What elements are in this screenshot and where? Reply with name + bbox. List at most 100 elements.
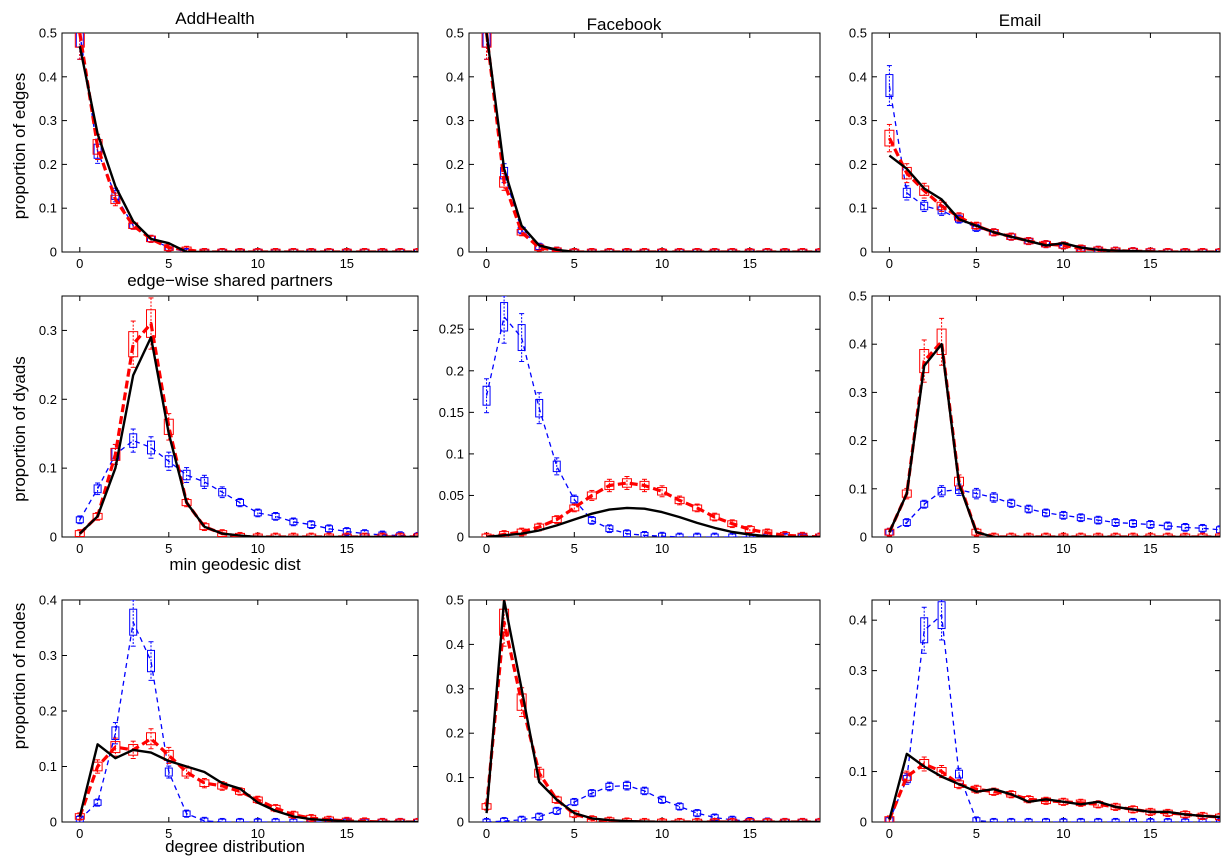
panel-3-2-model-blue-boxplot xyxy=(587,789,596,798)
panel-1-1-ytick-label: 0.3 xyxy=(39,113,57,128)
column-title-addhealth: AddHealth xyxy=(175,9,254,28)
panel-3-3-model-blue-boxplot xyxy=(1111,817,1120,822)
panel-3-3-model-blue-boxplot xyxy=(1024,817,1033,822)
panel-2-3-ytick-label: 0.2 xyxy=(849,433,867,448)
panel-2-1-xtick-label: 5 xyxy=(165,541,172,556)
panel-1-1-xtick-label: 0 xyxy=(76,256,83,271)
panel-2-2-model-red-boxplot xyxy=(692,503,703,513)
xlabel-row-2: min geodesic dist xyxy=(169,555,301,574)
panel-2-2-model-blue-boxplot xyxy=(710,532,719,537)
panel-3-1-model-blue-boxplot xyxy=(218,817,227,822)
panel-2-3-model-blue-boxplot xyxy=(1094,515,1103,525)
panel-2-2-model-blue-boxplot xyxy=(535,392,544,425)
panel-1-2-xtick-label: 10 xyxy=(655,256,669,271)
panel-3-3-ytick-label: 0.1 xyxy=(849,764,867,779)
panel-2-2-model-blue-boxplot xyxy=(658,531,667,537)
panel-3-2-model-blue-boxplot xyxy=(675,802,684,811)
panel-3-2-plot-area xyxy=(481,600,820,822)
panel-1-1: 0 5 10 15 0 0.1 0.2 0.3 0.4 0.5 xyxy=(39,26,419,271)
panel-3-1-model-blue-boxplot xyxy=(93,798,102,807)
panel-2-3-model-blue-boxplot xyxy=(989,492,998,503)
panel-2-3-model-blue-boxplot xyxy=(1129,519,1137,528)
panel-2-3-ytick-label: 0 xyxy=(860,530,867,545)
panel-2-3-series-observed xyxy=(888,343,1220,537)
panel-3-2-xtick-label: 15 xyxy=(743,826,757,841)
panel-2-2-ytick-label: 0.15 xyxy=(439,405,464,420)
panel-3-3-series-model-blue xyxy=(888,614,1220,822)
panel-3-3-model-red-boxplot xyxy=(901,770,912,783)
panel-2-2-model-blue-boxplot xyxy=(622,529,631,537)
panel-2-3-model-blue-boxplot xyxy=(937,485,946,498)
panel-3-2-model-blue-boxplot xyxy=(640,786,649,796)
panel-1-2-xtick-label: 5 xyxy=(571,256,578,271)
panel-3-2: 0 5 10 15 0 0.1 0.2 0.3 0.4 0.5 xyxy=(446,593,821,841)
panel-3-1-series-observed xyxy=(78,743,418,822)
panel-2-2-series-model-red xyxy=(486,481,820,537)
panel-2-3-model-blue-boxplot xyxy=(1181,523,1190,532)
panel-2-2-xtick-label: 10 xyxy=(655,541,669,556)
panel-2-3-model-blue-boxplot xyxy=(972,487,981,500)
panel-3-1-xtick-label: 15 xyxy=(340,826,354,841)
panel-1-3-ytick-label: 0.2 xyxy=(849,157,867,172)
panel-1-1-xtick-label: 5 xyxy=(165,256,172,271)
panel-1-2-axes-box xyxy=(468,32,821,253)
panel-3-1-model-blue-boxplot xyxy=(200,816,209,822)
panel-2-3-model-blue-boxplot xyxy=(902,518,911,527)
panel-2-1-model-red-boxplot xyxy=(128,320,139,368)
panel-1-2-ytick-label: 0.5 xyxy=(446,26,464,41)
panel-3-2-model-blue-boxplot xyxy=(658,795,667,804)
panel-3-2-model-blue-boxplot xyxy=(517,815,526,822)
panel-1-1-xtick-label: 10 xyxy=(251,256,265,271)
panel-3-2-axes-box xyxy=(468,599,821,823)
panel-3-1-ytick-label: 0.1 xyxy=(39,759,57,774)
panel-3-2-ytick-label: 0.1 xyxy=(446,770,464,785)
panel-2-2-xtick-label: 0 xyxy=(483,541,490,556)
panel-3-2-series-observed xyxy=(485,600,820,822)
panel-3-3-ytick-label: 0.2 xyxy=(849,714,867,729)
panel-3-1-model-blue-boxplot xyxy=(271,817,280,822)
panel-2-1-ytick-label: 0.1 xyxy=(39,461,57,476)
panels: 0 5 10 15 0 0.1 0.2 0.3 0.4 0.5 0 5 10 15 0 0.1 0.2 0.3 0.… xyxy=(39,26,1221,841)
panel-3-3-model-blue-boxplot xyxy=(1076,817,1085,822)
panel-3-3-model-blue-boxplot xyxy=(989,817,998,822)
panel-3-2-model-blue-boxplot xyxy=(535,812,544,821)
panel-3-2-model-blue-boxplot xyxy=(570,797,579,807)
panel-3-3-plot-area xyxy=(884,600,1220,822)
panel-1-2-xtick-label: 0 xyxy=(483,256,490,271)
panel-3-3-model-blue-boxplot xyxy=(1163,817,1172,822)
panel-2-3-xtick-label: 10 xyxy=(1056,541,1070,556)
panel-2-1-model-blue-boxplot xyxy=(129,428,138,453)
panel-3-1-model-blue-boxplot xyxy=(129,600,138,647)
ylabel-row-3: proportion of nodes xyxy=(10,603,29,750)
panel-1-1-ytick-label: 0 xyxy=(50,245,57,260)
panel-1-3-axes-box xyxy=(871,32,1221,253)
panel-3-2-ytick-label: 0.3 xyxy=(446,681,464,696)
panel-2-3-model-blue-boxplot xyxy=(1042,508,1050,518)
panel-1-2-series-observed xyxy=(485,33,820,252)
panel-2-2-model-red-boxplot xyxy=(604,478,615,493)
panel-3-1-model-blue-boxplot xyxy=(111,722,120,745)
panel-2-3-model-blue-boxplot xyxy=(1076,513,1085,523)
panel-1-3-ytick-label: 0.3 xyxy=(849,113,867,128)
panel-2-1-series-model-blue xyxy=(79,439,418,537)
panel-1-2-xtick-label: 15 xyxy=(743,256,757,271)
panel-3-3-xtick-label: 0 xyxy=(886,826,893,841)
panel-2-2-model-blue-boxplot xyxy=(640,530,649,537)
panel-2-2-model-red-boxplot xyxy=(709,512,720,522)
panel-2-2-ytick-label: 0.2 xyxy=(446,363,464,378)
panel-2-1-xtick-label: 10 xyxy=(251,541,265,556)
panel-2-1-model-blue-boxplot xyxy=(236,497,244,508)
panel-3-1-xtick-label: 0 xyxy=(76,826,83,841)
panel-1-1-model-red-boxplot xyxy=(110,192,121,207)
panel-2-3-ytick-label: 0.3 xyxy=(849,385,867,400)
panel-2-3-plot-area xyxy=(884,317,1220,537)
panel-2-2-model-red-boxplot xyxy=(551,515,562,524)
panel-3-1-model-red-boxplot xyxy=(146,728,156,750)
panel-2-3-xtick-label: 15 xyxy=(1143,541,1157,556)
panel-3-1-model-blue-boxplot xyxy=(147,641,155,681)
panel-2-2-ytick-label: 0 xyxy=(457,530,464,545)
panel-3-2-ytick-label: 0.2 xyxy=(446,726,464,741)
panel-3-3-model-blue-boxplot xyxy=(1094,817,1103,822)
panel-2-3-axes-box xyxy=(871,295,1221,538)
